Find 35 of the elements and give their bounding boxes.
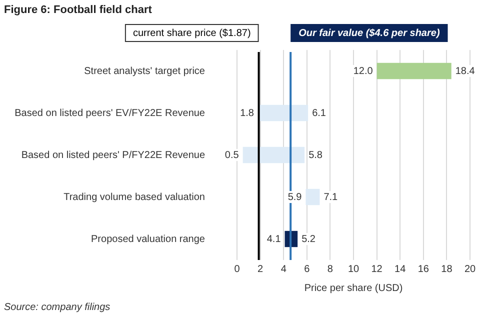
bar — [258, 104, 308, 122]
annotation: 7.1 — [324, 192, 338, 203]
bar — [376, 62, 452, 80]
x-tick-label: 8 — [327, 264, 334, 275]
x-tick-label: 6 — [304, 264, 310, 275]
annotation: 5.8 — [308, 150, 323, 161]
x-tick-label: 16 — [418, 264, 430, 275]
x-axis-title: Price per share (USD) — [304, 282, 403, 294]
annotation: 12.0 — [353, 66, 374, 77]
annotation: 18.4 — [455, 66, 476, 77]
annotation: 0.5 — [224, 150, 240, 161]
text: Figure 6: Football field chart — [3, 3, 153, 18]
x-tick-label: 14 — [394, 264, 406, 275]
ref-line-label: Our fair value ($4.6 per share) — [298, 28, 440, 39]
x-tick-label: 10 — [348, 264, 360, 275]
x-tick-label: 12 — [371, 264, 383, 275]
y-tick-label: Based on listed peers' EV/FY22E Revenue — [14, 108, 206, 119]
bar — [242, 146, 305, 164]
x-tick-label: 20 — [464, 264, 476, 275]
x-tick-label: 2 — [258, 264, 264, 275]
x-tick-label: 4 — [280, 264, 287, 275]
bar — [306, 188, 320, 206]
y-tick-label: Proposed valuation range — [91, 234, 206, 245]
ref-line-label: current share price ($1.87) — [132, 28, 251, 39]
annotation: 4.1 — [266, 234, 282, 245]
annotation: 5.9 — [288, 192, 302, 203]
y-tick-label: Based on listed peers' P/FY22E Revenue — [21, 150, 206, 161]
y-tick-label: Trading volume based valuation — [64, 192, 205, 203]
annotation: 1.8 — [240, 108, 254, 119]
x-tick-label: 0 — [234, 264, 240, 275]
annotation: 6.1 — [312, 108, 326, 119]
source-note: Source: company filings — [3, 301, 112, 315]
x-tick-label: 18 — [441, 264, 453, 275]
y-tick-label: Street analysts' target price — [84, 66, 206, 77]
annotation: 5.2 — [302, 234, 316, 245]
